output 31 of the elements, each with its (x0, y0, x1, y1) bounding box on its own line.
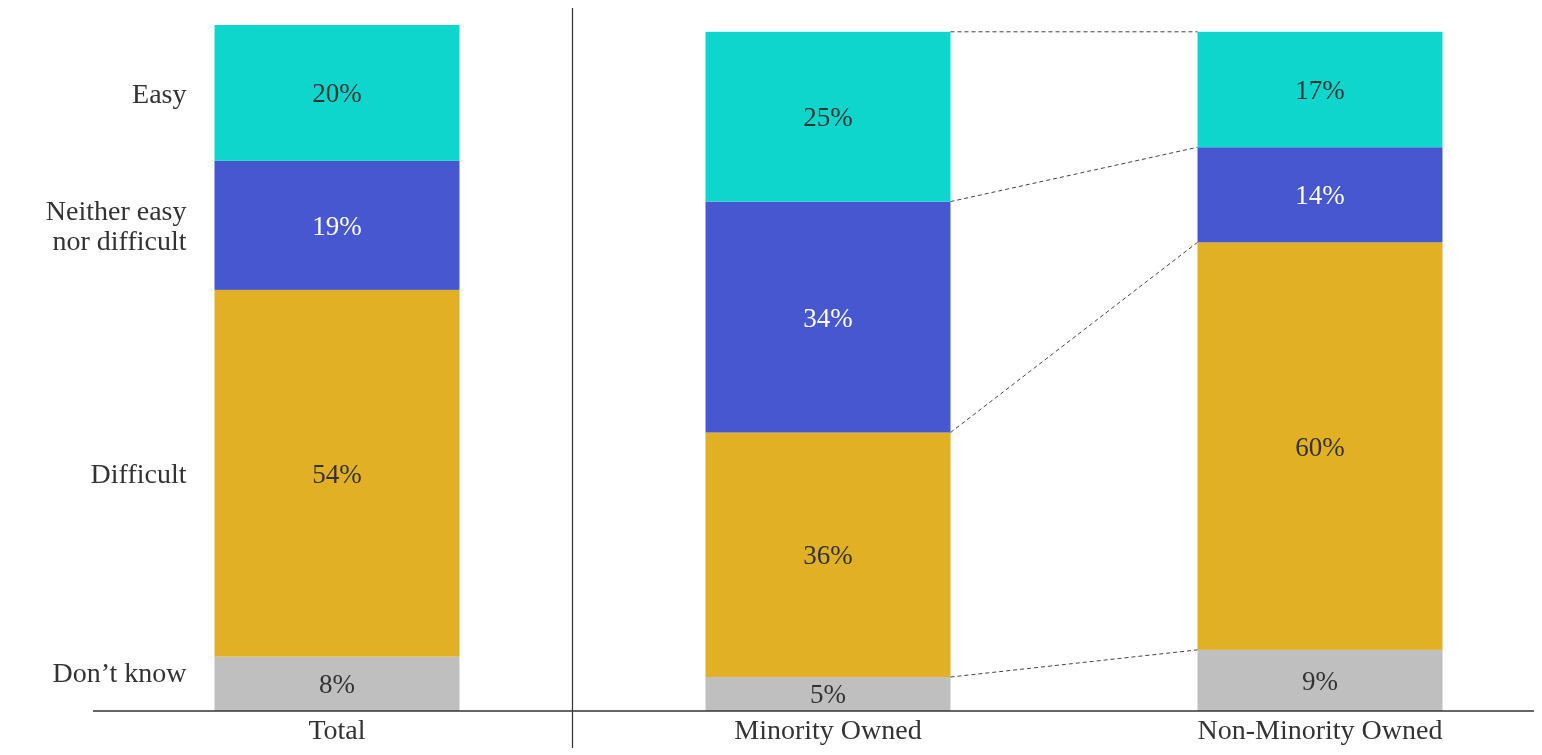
data-label: 54% (312, 458, 362, 489)
x-tick-label: Minority Owned (734, 714, 922, 745)
data-label: 9% (1302, 665, 1338, 696)
data-label: 34% (803, 302, 853, 333)
data-label: 19% (312, 210, 362, 241)
x-tick-label: Non-Minority Owned (1197, 714, 1443, 745)
data-label: 60% (1295, 431, 1345, 462)
x-tick-label: Total (308, 714, 366, 745)
bar (214, 289, 460, 657)
bar (705, 677, 951, 711)
bar (1197, 31, 1443, 148)
data-label: 8% (319, 669, 355, 700)
series-label: Easy (132, 77, 187, 109)
bar (214, 160, 460, 290)
bar (214, 656, 460, 711)
bar (214, 25, 460, 161)
series-label: Neither easy nor difficult (45, 195, 187, 257)
data-label: 5% (810, 679, 846, 710)
data-label: 25% (803, 102, 853, 133)
bar (1197, 242, 1443, 650)
data-label: 36% (803, 540, 853, 571)
series-label: Don’t know (52, 656, 188, 688)
bar (1197, 649, 1443, 711)
bar (705, 432, 951, 678)
bar (1197, 147, 1443, 243)
bar (705, 201, 951, 433)
series-label: Difficult (90, 458, 187, 490)
data-label: 14% (1295, 180, 1345, 211)
data-label: 20% (312, 78, 362, 109)
bar (705, 31, 951, 202)
data-label: 17% (1295, 74, 1345, 105)
